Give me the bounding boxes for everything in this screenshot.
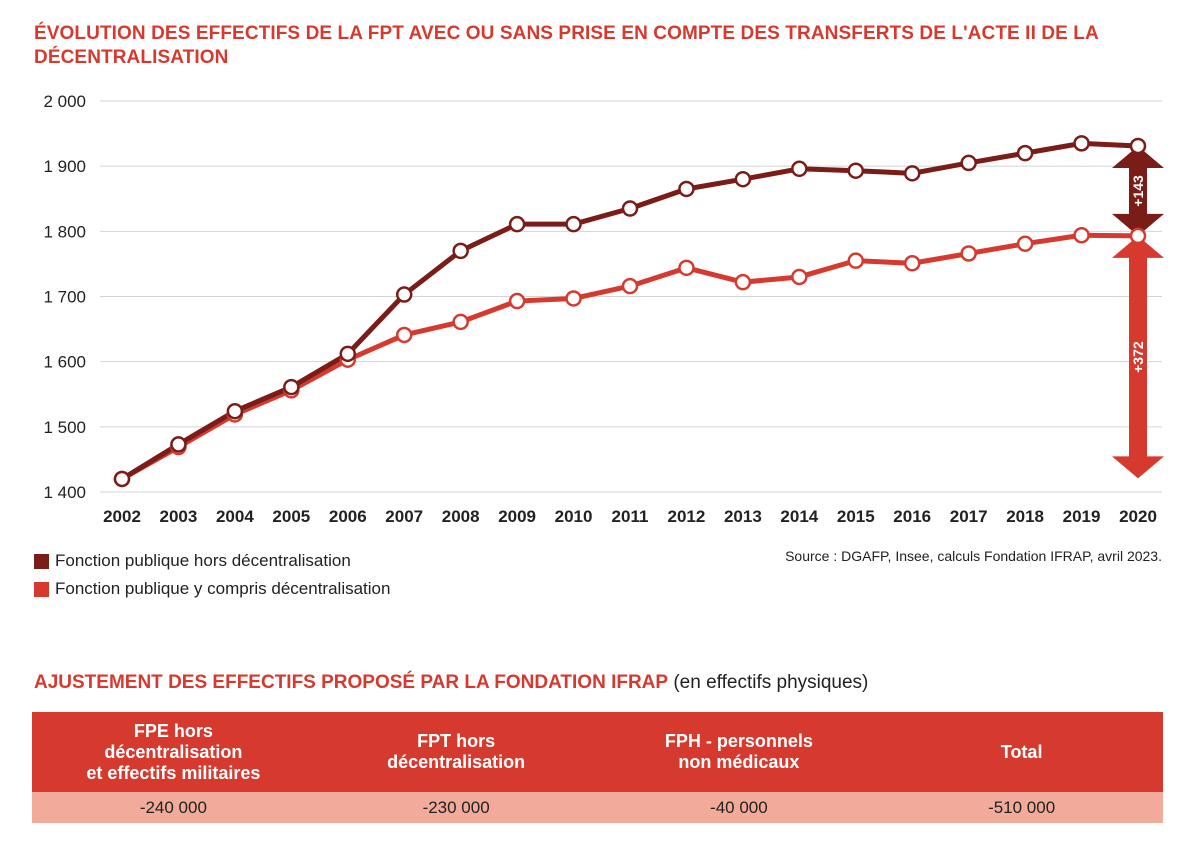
difference-arrow-shape xyxy=(1112,145,1164,236)
table-title-strong: AJUSTEMENT DES EFFECTIFS PROPOSÉ PAR LA … xyxy=(34,672,669,693)
cell-fph: -40 000 xyxy=(597,792,881,823)
x-tick-label: 2019 xyxy=(1063,507,1101,526)
difference-arrow: +372 xyxy=(1112,235,1164,479)
data-point xyxy=(847,252,865,269)
y-tick-label: 1 400 xyxy=(43,483,86,502)
header-fph: FPH - personnels non médicaux xyxy=(597,712,881,792)
data-point xyxy=(339,345,357,363)
legend-item-compris: Fonction publique y compris décentralisa… xyxy=(34,575,390,603)
data-point xyxy=(678,259,695,277)
header-fpe-line1: FPE hors xyxy=(133,720,213,741)
cell-fpt: -230 000 xyxy=(314,792,598,823)
data-point xyxy=(395,326,413,344)
data-point xyxy=(1016,235,1034,252)
legend: Fonction publique hors décentralisation … xyxy=(34,547,390,603)
header-fpt-line2: décentralisation xyxy=(387,752,526,772)
data-point xyxy=(452,313,469,331)
y-tick-label: 2 000 xyxy=(43,92,86,111)
x-tick-label: 2012 xyxy=(668,507,706,526)
cell-total: -510 000 xyxy=(880,792,1163,823)
x-tick-label: 2010 xyxy=(555,507,593,526)
data-point xyxy=(395,286,413,303)
data-point xyxy=(1016,144,1034,162)
data-point xyxy=(734,170,752,188)
legend-item-hors: Fonction publique hors décentralisation xyxy=(34,547,390,575)
legend-label-hors: Fonction publique hors décentralisation xyxy=(55,551,351,570)
data-point xyxy=(283,378,300,396)
difference-label: +372 xyxy=(1130,341,1146,373)
data-point xyxy=(678,180,695,198)
adjustment-table: FPE hors décentralisation et effectifs m… xyxy=(32,712,1163,823)
data-point xyxy=(1129,227,1147,245)
table-header-row: FPE hors décentralisation et effectifs m… xyxy=(32,712,1163,792)
data-point xyxy=(1129,137,1147,155)
header-fpt: FPT hors décentralisation xyxy=(314,712,598,792)
x-tick-label: 2008 xyxy=(442,507,480,526)
difference-label: +143 xyxy=(1130,175,1146,207)
series-line xyxy=(119,232,1141,482)
y-tick-label: 1 700 xyxy=(43,288,86,307)
data-point xyxy=(621,277,639,295)
data-point xyxy=(508,292,526,310)
legend-swatch-red xyxy=(34,581,49,597)
data-point xyxy=(565,215,582,233)
legend-swatch-dark xyxy=(34,553,49,569)
x-tick-label: 2018 xyxy=(1006,507,1044,526)
data-point xyxy=(903,255,921,272)
data-point xyxy=(170,436,187,453)
header-fph-line2: non médicaux xyxy=(678,752,800,772)
x-tick-label: 2005 xyxy=(272,507,310,526)
x-tick-label: 2002 xyxy=(103,507,141,526)
header-fpe-line3: et effectifs militaires xyxy=(86,762,261,783)
data-point xyxy=(508,215,526,233)
x-tick-label: 2003 xyxy=(160,507,198,526)
header-fpt-line1: FPT hors xyxy=(417,731,496,751)
data-point xyxy=(734,273,752,291)
x-tick-label: 2011 xyxy=(612,507,649,526)
data-point xyxy=(113,470,131,488)
x-tick-label: 2007 xyxy=(385,507,423,526)
x-tick-label: 2020 xyxy=(1119,507,1157,526)
header-total-line1: Total xyxy=(1000,741,1043,762)
difference-arrow-shape xyxy=(1112,235,1164,479)
data-point xyxy=(847,162,865,179)
x-tick-label: 2009 xyxy=(498,507,536,526)
data-point xyxy=(960,245,977,262)
x-tick-label: 2013 xyxy=(724,507,762,526)
data-point xyxy=(791,268,808,286)
data-point xyxy=(565,290,582,307)
header-fpe: FPE hors décentralisation et effectifs m… xyxy=(32,712,315,792)
y-tick-label: 1 900 xyxy=(43,157,86,176)
data-point xyxy=(903,165,921,182)
table-title-rest: (en effectifs physiques) xyxy=(668,672,869,693)
data-point xyxy=(791,160,808,178)
y-tick-label: 1 800 xyxy=(43,222,86,241)
data-point xyxy=(621,200,639,217)
x-tick-label: 2017 xyxy=(950,507,988,526)
data-point xyxy=(1073,226,1090,244)
table-title: AJUSTEMENT DES EFFECTIFS PROPOSÉ PAR LA … xyxy=(34,672,868,694)
header-total: Total xyxy=(880,712,1163,792)
x-tick-label: 2015 xyxy=(837,507,875,526)
x-tick-label: 2016 xyxy=(893,507,931,526)
data-point xyxy=(452,242,469,260)
data-point xyxy=(1073,135,1090,152)
difference-arrow: +143 xyxy=(1112,145,1164,236)
source-note: Source : DGAFP, Insee, calculs Fondation… xyxy=(785,548,1162,564)
y-tick-label: 1 600 xyxy=(43,353,86,372)
y-tick-label: 1 500 xyxy=(43,418,86,437)
table-row: -240 000 -230 000 -40 000 -510 000 xyxy=(32,792,1163,823)
header-fph-line1: FPH - personnels xyxy=(664,731,813,751)
legend-label-compris: Fonction publique y compris décentralisa… xyxy=(55,579,391,598)
line-chart: 1 400 1 500 1 600 1 700 1 800 1 900 2 000 2002 2… xyxy=(43,92,1164,526)
x-tick-label: 2014 xyxy=(780,507,818,526)
x-tick-label: 2006 xyxy=(329,507,367,526)
x-tick-label: 2004 xyxy=(216,507,254,526)
data-point xyxy=(960,154,977,172)
data-point xyxy=(226,402,244,420)
cell-fpe: -240 000 xyxy=(32,792,315,823)
header-fpe-line2: décentralisation xyxy=(104,741,243,762)
series-line xyxy=(119,140,1141,482)
chart-title: ÉVOLUTION DES EFFECTIFS DE LA FPT AVEC O… xyxy=(34,23,1099,68)
